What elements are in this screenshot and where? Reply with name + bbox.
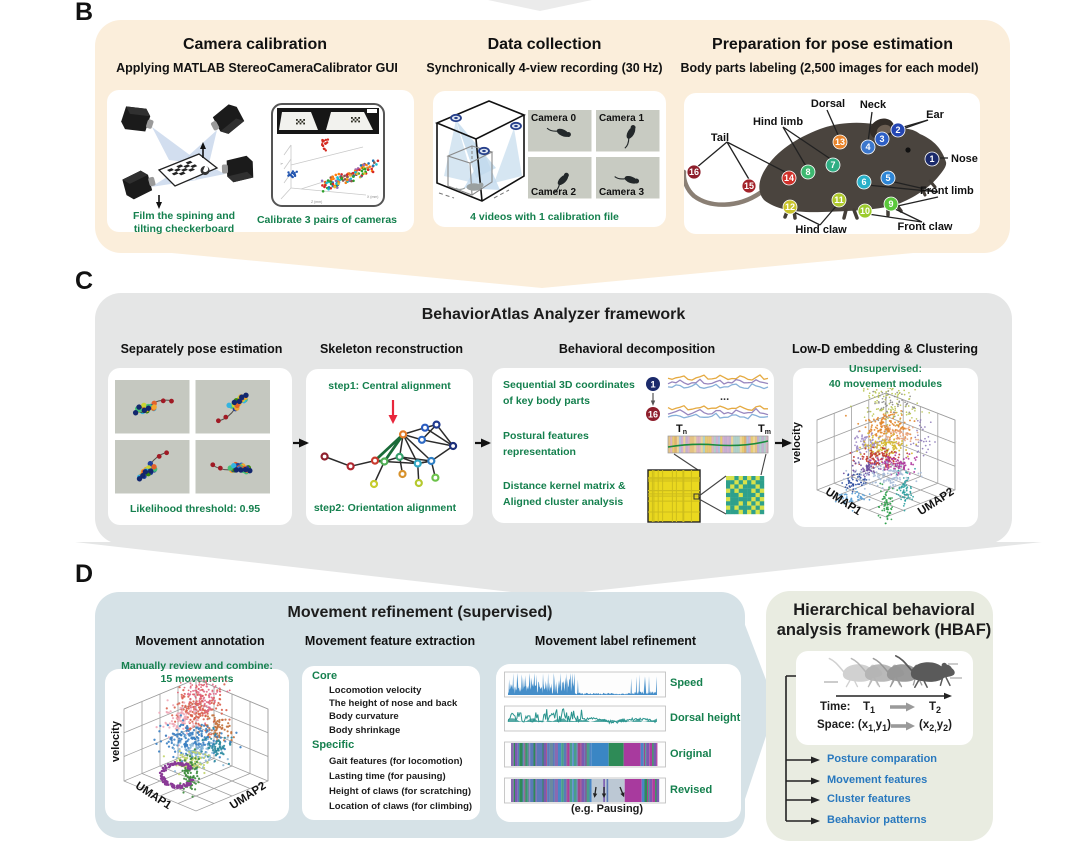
svg-text:...: ... [720, 391, 729, 403]
svg-text:Nose: Nose [951, 153, 978, 165]
svg-text:15: 15 [744, 181, 754, 191]
svg-text:Camera 0: Camera 0 [531, 113, 576, 124]
svg-text:X (mm): X (mm) [367, 195, 378, 199]
svg-text:16: 16 [689, 167, 699, 177]
svg-text:14: 14 [784, 173, 794, 183]
svg-text:Hind claw: Hind claw [795, 224, 847, 234]
svg-text:11: 11 [834, 195, 844, 205]
svg-text:Ear: Ear [926, 109, 944, 121]
svg-text:13: 13 [835, 137, 845, 147]
svg-text:9: 9 [888, 199, 893, 209]
svg-text:3: 3 [879, 134, 884, 144]
svg-text:5: 5 [885, 173, 890, 183]
svg-text:Camera 2: Camera 2 [531, 187, 576, 198]
svg-text:Z (mm): Z (mm) [311, 200, 322, 204]
svg-text:10: 10 [860, 206, 870, 216]
svg-text:6: 6 [861, 177, 866, 187]
svg-text:7: 7 [830, 160, 835, 170]
svg-text:2: 2 [895, 125, 900, 135]
svg-text:4: 4 [865, 142, 870, 152]
svg-text:Neck: Neck [860, 99, 887, 111]
svg-text:Tn: Tn [676, 423, 687, 436]
svg-text:Tm: Tm [758, 423, 771, 436]
svg-text:1: 1 [929, 154, 934, 164]
svg-text:12: 12 [785, 202, 795, 212]
svg-text:Front limb: Front limb [920, 185, 974, 197]
svg-text:Front claw: Front claw [897, 221, 952, 233]
svg-text:16: 16 [648, 409, 658, 419]
svg-text:Hind limb: Hind limb [753, 116, 803, 128]
svg-text:1: 1 [650, 379, 656, 390]
svg-text:Tail: Tail [711, 132, 729, 144]
svg-text:8: 8 [805, 167, 810, 177]
svg-text:Camera 1: Camera 1 [599, 113, 644, 124]
svg-text:Dorsal: Dorsal [811, 98, 845, 110]
svg-text:Camera 3: Camera 3 [599, 187, 644, 198]
svg-text:Y: Y [280, 162, 284, 165]
